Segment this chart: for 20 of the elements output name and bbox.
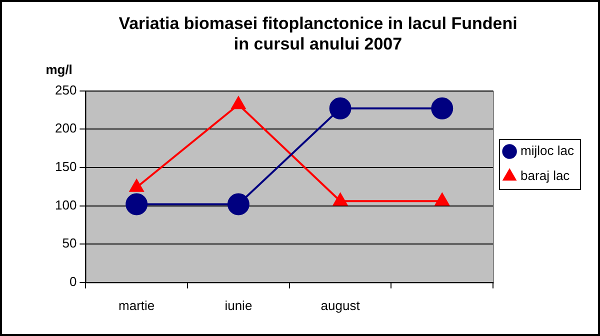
x-tick-label: iunie [224, 298, 252, 313]
y-tick-label: 0 [69, 274, 77, 289]
text: Variatia biomasei fitoplanctonice in lacul Fundeni [118, 14, 518, 33]
y-axis-title: mg/l [46, 62, 72, 77]
legend-label: baraj lac [520, 168, 570, 184]
y-tick-label: 150 [54, 159, 77, 174]
text: in cursul anului 2007 [234, 34, 402, 54]
point [431, 97, 454, 120]
point [231, 96, 246, 110]
point [435, 193, 450, 206]
legend-label: mijloc lac [520, 143, 574, 158]
y-tick-label: 100 [54, 197, 77, 212]
x-tick-label: martie [118, 298, 155, 313]
x-tick-label: august [320, 298, 360, 313]
point [329, 97, 352, 120]
y-tick-label: 200 [54, 120, 77, 136]
point [333, 193, 348, 206]
y-tick-label: 250 [54, 82, 77, 98]
y-tick-label: 50 [62, 236, 77, 251]
point [130, 179, 144, 192]
